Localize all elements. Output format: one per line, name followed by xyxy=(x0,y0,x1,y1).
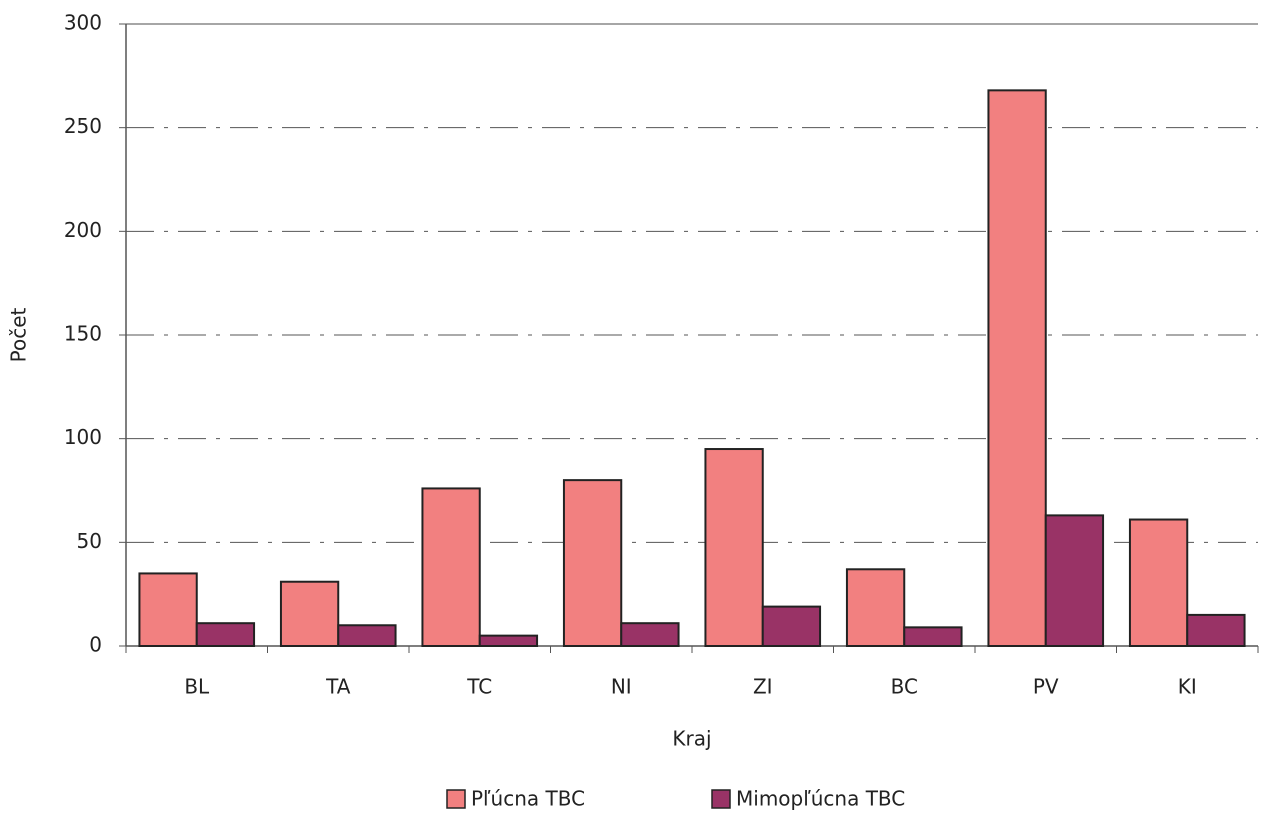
x-tick-label: TC xyxy=(466,675,492,699)
y-tick-label: 250 xyxy=(64,114,102,138)
x-tick-label: BC xyxy=(891,675,918,699)
y-tick-label: 0 xyxy=(89,633,102,657)
x-axis-label: Kraj xyxy=(672,727,711,751)
x-tick-label: TA xyxy=(325,675,351,699)
x-tick-label: NI xyxy=(611,675,632,699)
x-tick-label: BL xyxy=(184,675,210,699)
bar xyxy=(903,626,963,648)
legend-label: Pľúcna TBC xyxy=(471,787,585,811)
legend-swatch xyxy=(446,789,466,809)
bar xyxy=(987,89,1047,647)
legend-swatch xyxy=(711,789,731,809)
y-tick-label: 300 xyxy=(64,11,102,35)
bar xyxy=(337,624,397,647)
x-tick-label: PV xyxy=(1033,675,1059,699)
legend-label: Mimopľúcna TBC xyxy=(736,787,905,811)
bar xyxy=(761,605,822,648)
bar xyxy=(279,580,340,648)
y-tick-label: 50 xyxy=(77,529,102,553)
bar xyxy=(1186,613,1246,648)
bar xyxy=(562,479,623,647)
bar xyxy=(845,568,906,648)
x-tick-label: KI xyxy=(1178,675,1197,699)
y-axis-label: Počet xyxy=(7,307,31,362)
bar xyxy=(1128,518,1189,648)
y-tick-label: 100 xyxy=(64,425,102,449)
y-tick-label: 150 xyxy=(64,322,102,346)
bar xyxy=(704,448,764,647)
bar xyxy=(1044,514,1105,647)
bar xyxy=(478,634,539,648)
bar xyxy=(620,622,680,648)
x-tick-label: ZI xyxy=(753,675,773,699)
bar xyxy=(195,622,256,648)
bar xyxy=(421,487,481,647)
y-tick-label: 200 xyxy=(64,218,102,242)
bar xyxy=(138,572,198,648)
